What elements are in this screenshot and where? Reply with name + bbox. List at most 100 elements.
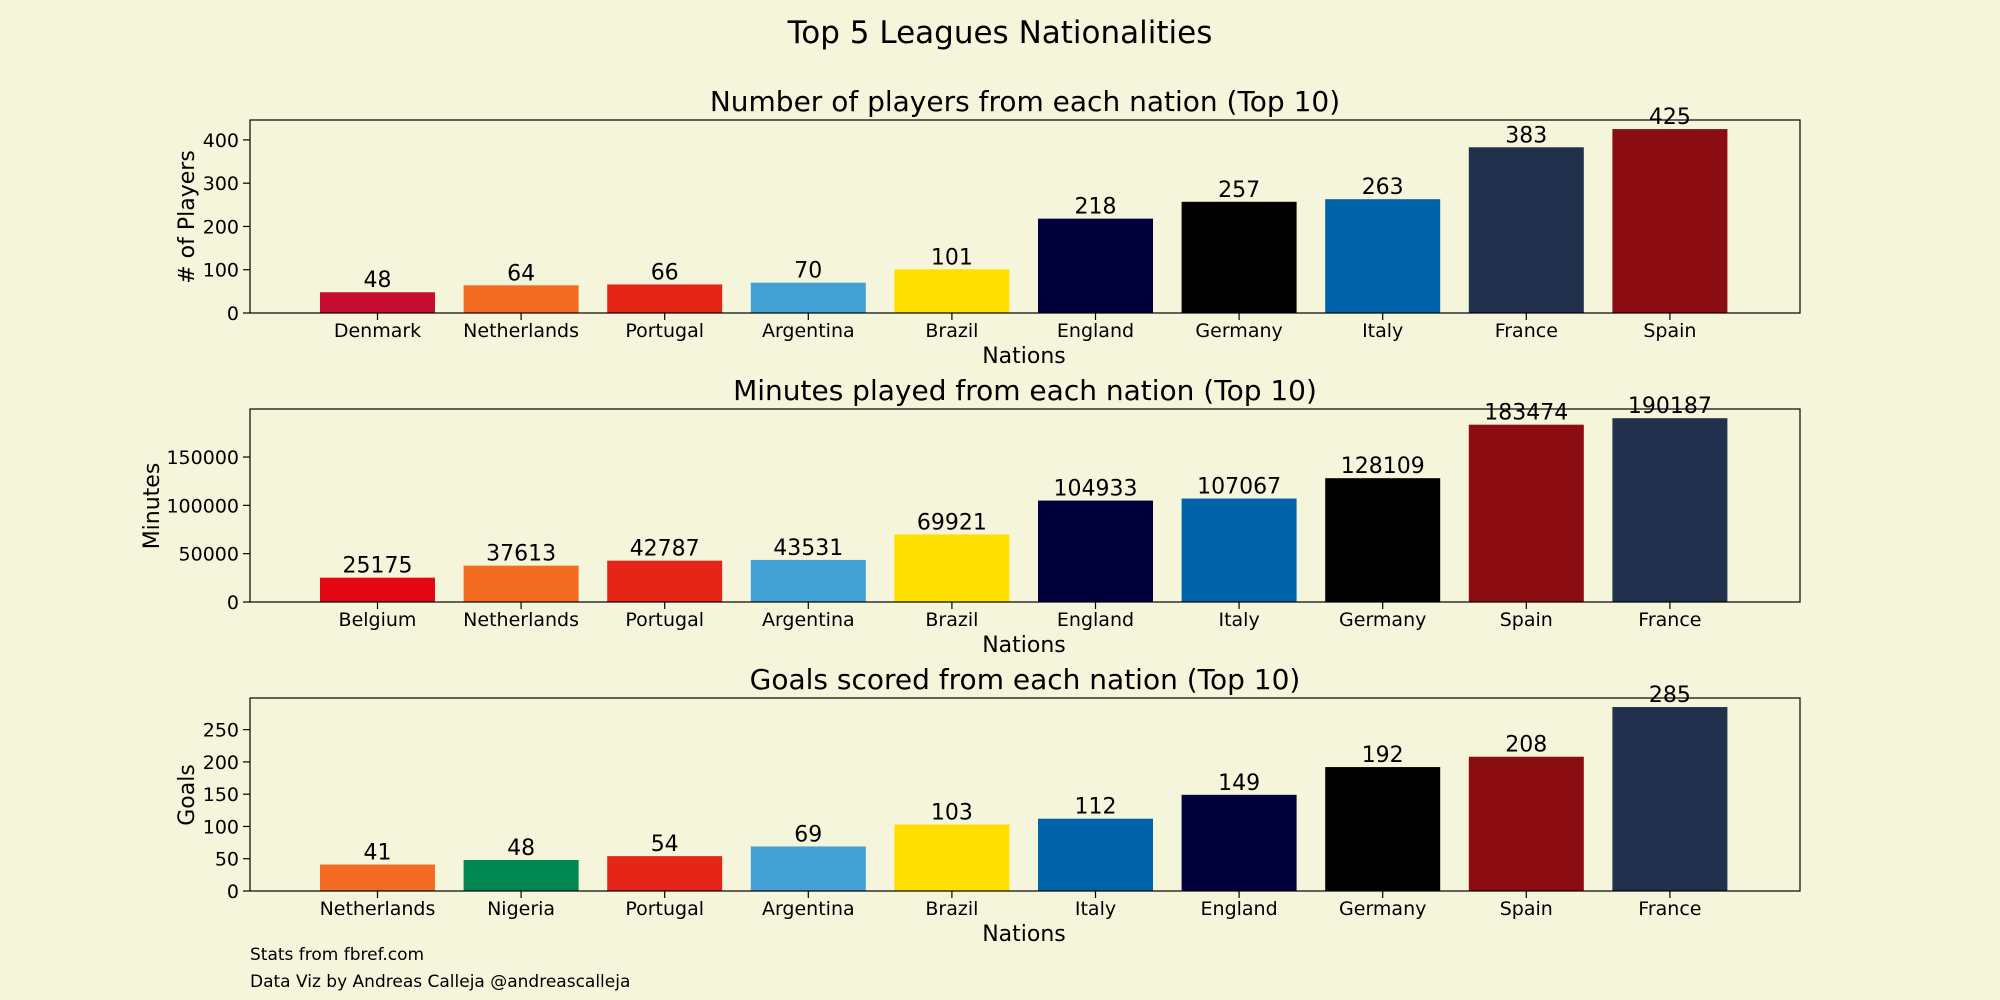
x-tick-label: Germany [1195,320,1282,342]
players-chart: Number of players from each nation (Top … [175,85,1801,369]
bar [320,577,435,602]
y-tick-label: 0 [227,881,239,903]
goals-chart: Goals scored from each nation (Top 10) G… [175,663,1801,947]
bar [894,534,1010,602]
chart-title: Goals scored from each nation (Top 10) [750,663,1301,696]
x-tick-label: Netherlands [463,609,579,631]
figure-title: Top 5 Leagues Nationalities [787,15,1213,51]
bar-value-label: 69 [794,822,822,847]
bar-value-label: 383 [1505,123,1547,148]
y-tick-label: 300 [203,173,239,195]
bar [750,282,866,313]
bar [320,292,435,313]
x-tick-label: Argentina [762,609,855,631]
x-tick-label: France [1638,609,1701,631]
bar [1181,794,1297,891]
bar-value-label: 54 [651,832,679,857]
minutes-chart: Minutes played from each nation (Top 10)… [140,374,1801,658]
x-tick-label: Spain [1643,320,1696,342]
bar [894,269,1010,313]
bar [750,846,866,891]
bar-value-label: 104933 [1054,477,1138,502]
bar [1612,707,1728,891]
bar-value-label: 285 [1649,683,1691,708]
source-credit: Stats from fbref.com [250,945,424,965]
x-tick-label: France [1495,320,1558,342]
bar-value-label: 103 [931,801,973,826]
bar-value-label: 70 [794,259,822,284]
x-tick-label: Netherlands [463,320,579,342]
x-tick-label: Brazil [925,320,978,342]
bar-value-label: 64 [507,261,535,286]
x-tick-label: Nigeria [487,898,555,920]
x-tick-label: Brazil [925,609,978,631]
x-tick-label: Portugal [625,609,704,631]
bar [1325,478,1441,602]
bar [1038,500,1153,602]
chart-title: Minutes played from each nation (Top 10) [733,374,1317,407]
x-tick-label: Denmark [334,320,421,342]
x-tick-label: France [1638,898,1701,920]
bar [1038,818,1153,891]
bar-value-label: 425 [1649,105,1691,130]
bar [607,560,723,602]
y-tick-label: 100 [203,260,239,282]
x-tick-label: Italy [1075,898,1116,920]
y-tick-label: 0 [227,303,239,325]
x-tick-label: Brazil [925,898,978,920]
x-tick-label: Belgium [339,609,417,631]
y-tick-label: 0 [227,592,239,614]
bar-value-label: 43531 [773,536,843,561]
bar [1181,201,1297,313]
x-tick-label: Italy [1218,609,1259,631]
bar-value-label: 66 [651,260,679,285]
bar-value-label: 190187 [1628,394,1712,419]
bar-value-label: 192 [1362,743,1404,768]
bar-value-label: 107067 [1197,475,1281,500]
y-tick-label: 50 [215,849,239,871]
y-tick-label: 50000 [179,544,239,566]
bar [1468,147,1584,313]
x-tick-label: Portugal [625,320,704,342]
x-tick-label: Italy [1362,320,1403,342]
bar-value-label: 42787 [630,537,700,562]
y-tick-label: 100 [203,816,239,838]
bar-value-label: 48 [364,268,392,293]
bar [463,860,579,891]
bar-value-label: 69921 [917,510,987,535]
x-tick-label: England [1057,320,1134,342]
y-axis-label: Goals [175,764,200,826]
y-axis-label: Minutes [140,463,165,550]
bar [1181,498,1297,602]
bar-value-label: 37613 [486,542,556,567]
x-tick-label: England [1201,898,1278,920]
x-tick-label: Spain [1500,898,1553,920]
bar [1468,756,1584,891]
bar-value-label: 183474 [1484,401,1568,426]
x-axis-label: Nations [982,922,1066,947]
bar-value-label: 25175 [343,554,413,579]
bar [463,565,579,602]
y-tick-label: 250 [203,720,239,742]
bar [750,559,866,602]
bar [1325,199,1441,313]
y-axis-label: # of Players [175,150,200,284]
x-tick-label: Spain [1500,609,1553,631]
bar-value-label: 149 [1218,771,1260,796]
y-tick-label: 150 [203,784,239,806]
plot-frame [249,119,1801,314]
y-tick-label: 100000 [166,495,239,517]
bar [1038,218,1153,313]
x-axis-label: Nations [982,633,1066,658]
x-tick-label: Portugal [625,898,704,920]
x-tick-label: Germany [1339,609,1426,631]
bar-value-label: 101 [931,245,973,270]
bar-value-label: 112 [1075,795,1117,820]
bar-value-label: 218 [1075,195,1117,220]
x-tick-label: Netherlands [320,898,436,920]
bar [607,284,723,313]
bar [607,856,723,891]
chart-title: Number of players from each nation (Top … [710,85,1340,118]
bar [1612,129,1728,313]
